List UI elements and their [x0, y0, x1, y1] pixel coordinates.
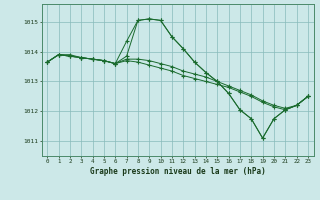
- X-axis label: Graphe pression niveau de la mer (hPa): Graphe pression niveau de la mer (hPa): [90, 167, 266, 176]
